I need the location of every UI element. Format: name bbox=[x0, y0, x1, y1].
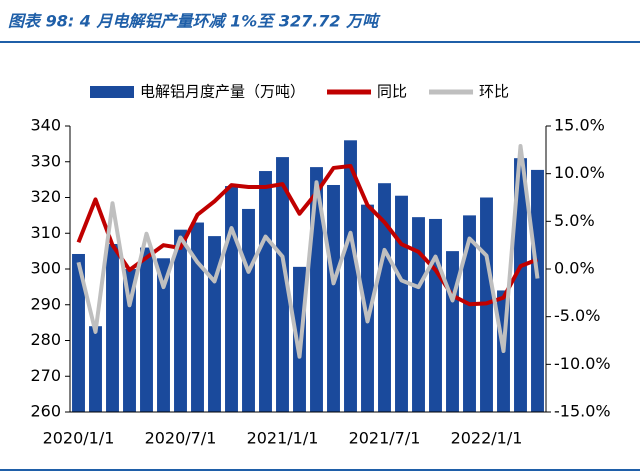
y-tick-label: 270 bbox=[30, 366, 61, 385]
y-tick-label: 260 bbox=[30, 402, 61, 421]
bar bbox=[225, 186, 238, 412]
bar bbox=[378, 183, 391, 412]
bar bbox=[514, 158, 527, 412]
x-tick-label: 2022/1/1 bbox=[451, 429, 523, 448]
y2-tick-label: -15.0% bbox=[554, 402, 611, 421]
y-tick-label: 340 bbox=[30, 116, 61, 135]
chart-title: 图表 98: 4 月电解铝产量环减 1%至 327.72 万吨 bbox=[8, 12, 381, 31]
bar bbox=[72, 253, 85, 412]
y2-tick-label: -10.0% bbox=[554, 354, 611, 373]
bar bbox=[327, 184, 340, 412]
x-tick-label: 2021/1/1 bbox=[247, 429, 319, 448]
y-tick-label: 310 bbox=[30, 223, 61, 242]
bar bbox=[157, 258, 170, 412]
bar bbox=[344, 140, 357, 413]
bar bbox=[174, 229, 187, 412]
bar bbox=[446, 251, 459, 412]
bar bbox=[395, 195, 408, 412]
line bbox=[76, 164, 539, 307]
y-tick-label: 280 bbox=[30, 330, 61, 349]
y2-tick-label: -5.0% bbox=[554, 306, 600, 325]
legend-label: 同比 bbox=[377, 83, 407, 101]
bar bbox=[276, 157, 289, 412]
x-tick-label: 2020/7/1 bbox=[145, 429, 217, 448]
x-tick-label: 2020/1/1 bbox=[43, 429, 115, 448]
bar bbox=[259, 171, 272, 412]
bar bbox=[191, 222, 204, 412]
legend-swatch bbox=[90, 86, 134, 98]
y-tick-label: 320 bbox=[30, 187, 61, 206]
bar bbox=[531, 169, 544, 412]
bar bbox=[412, 217, 425, 412]
bar bbox=[463, 215, 476, 412]
y2-tick-label: 5.0% bbox=[554, 211, 595, 230]
legend-label: 环比 bbox=[479, 83, 509, 101]
bar bbox=[429, 218, 442, 412]
legend-label: 电解铝月度产量（万吨） bbox=[140, 83, 305, 101]
line bbox=[76, 144, 540, 359]
bar bbox=[89, 326, 102, 412]
y2-tick-label: 15.0% bbox=[554, 116, 605, 135]
y-tick-label: 300 bbox=[30, 259, 61, 278]
y2-tick-label: 0.0% bbox=[554, 259, 595, 278]
y2-tick-label: 10.0% bbox=[554, 163, 605, 182]
bar bbox=[140, 247, 153, 412]
x-tick-label: 2021/7/1 bbox=[349, 429, 421, 448]
bar bbox=[242, 208, 255, 412]
y-tick-label: 290 bbox=[30, 294, 61, 313]
y-tick-label: 330 bbox=[30, 151, 61, 170]
bar bbox=[361, 204, 374, 412]
bar bbox=[106, 243, 119, 412]
bar bbox=[123, 269, 136, 412]
